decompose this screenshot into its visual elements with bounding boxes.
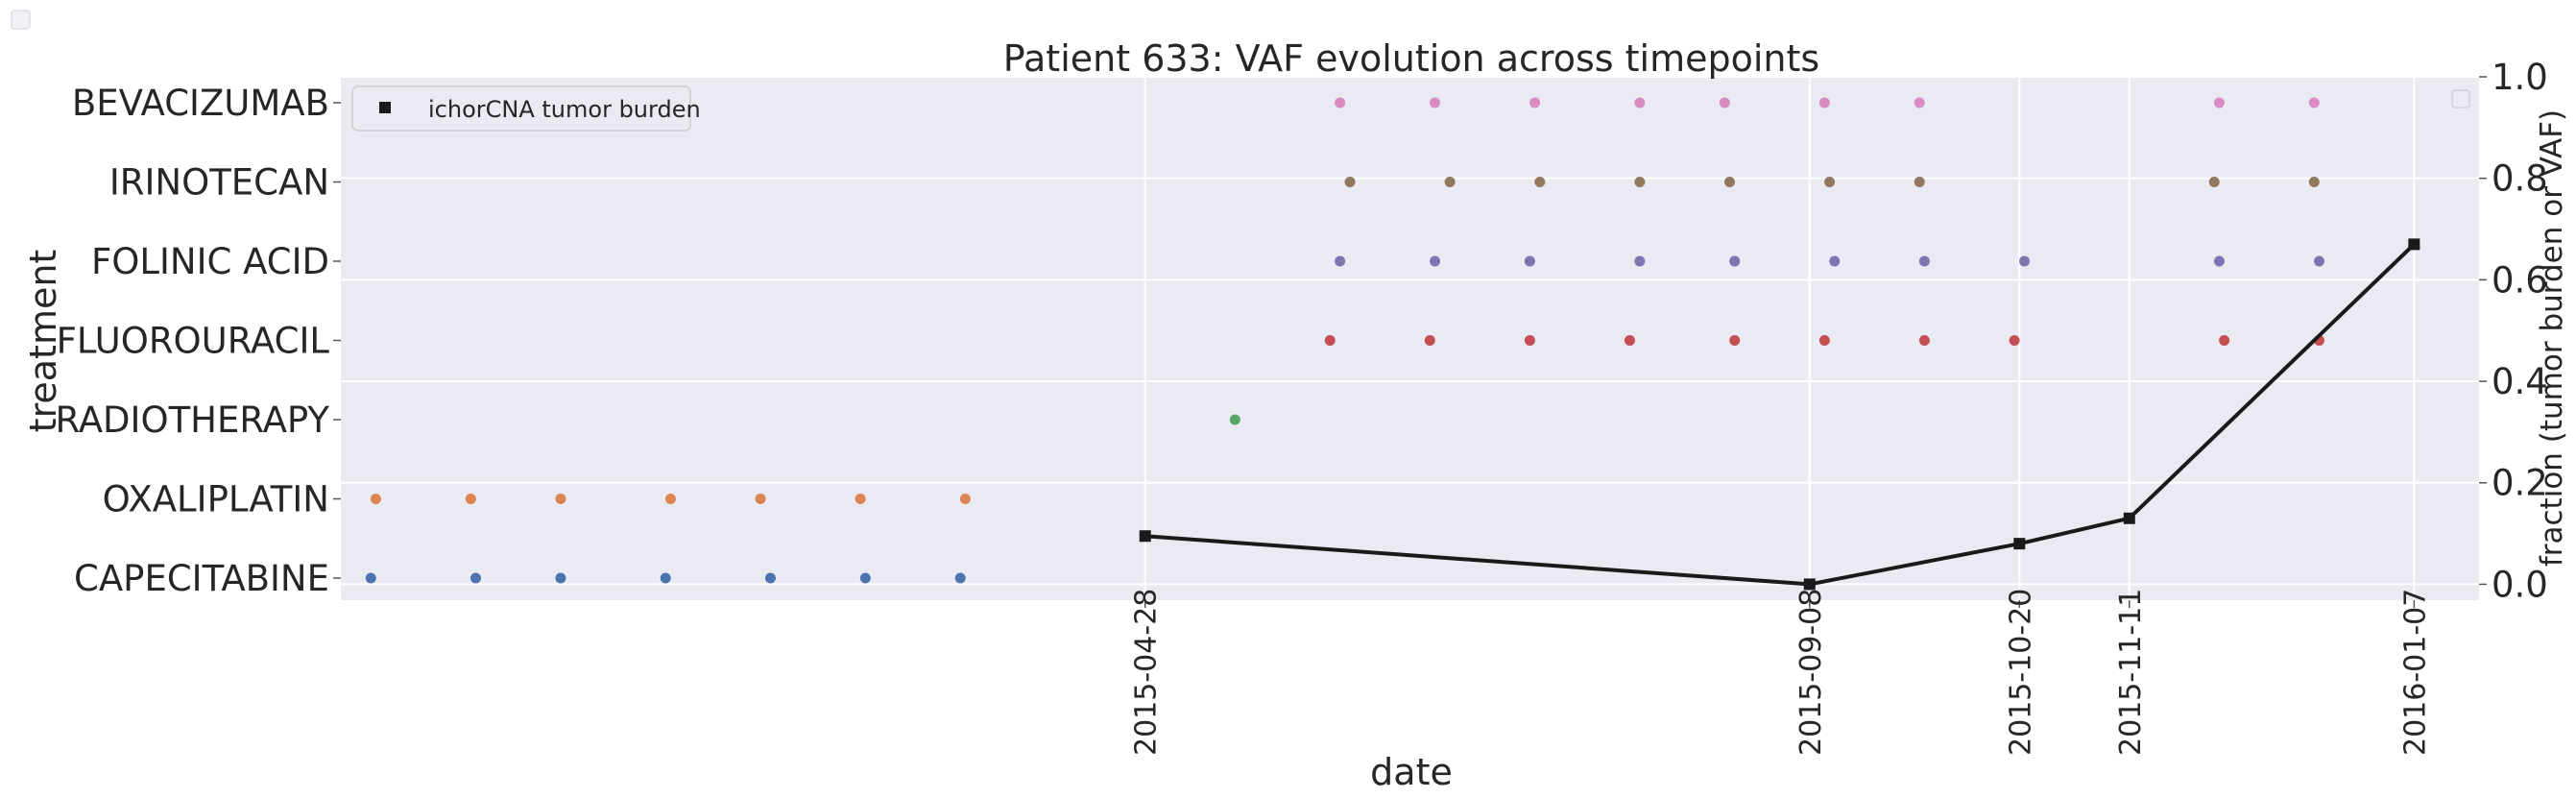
treatment-tick-label: FLUOROURACIL (57, 321, 330, 362)
fraction-tick-label: 0.6 (2492, 259, 2548, 301)
legend: ichorCNA tumor burden (351, 85, 701, 132)
treatment-point-folinic-acid (2019, 255, 2031, 267)
treatment-tick-label: FOLINIC ACID (91, 241, 329, 282)
treatment-point-oxaliplatin (755, 494, 766, 504)
fraction-tick-label: 0.8 (2492, 158, 2548, 200)
treatment-point-fluorouracil (1918, 335, 1930, 346)
date-tick-label: 2015-09-08 (1794, 589, 1828, 756)
treatment-point-bevacizumab (2213, 97, 2225, 109)
treatment-tick-label: RADIOTHERAPY (56, 399, 330, 441)
treatment-point-irinotecan (1344, 177, 1356, 187)
treatment-point-folinic-acid (1918, 255, 1930, 267)
treatment-point-irinotecan (1444, 177, 1456, 187)
treatment-point-irinotecan (2308, 177, 2320, 187)
treatment-point-irinotecan (1534, 177, 1546, 187)
treatment-point-capecitabine (660, 572, 671, 584)
treatment-point-oxaliplatin (664, 494, 676, 504)
secondary-legend-box (2451, 89, 2470, 109)
treatment-point-folinic-acid (2313, 255, 2324, 267)
tumor-burden-point (1139, 530, 1151, 543)
date-tick-label: 2015-10-20 (2004, 589, 2037, 756)
treatment-point-capecitabine (469, 572, 481, 584)
treatment-point-irinotecan (1634, 177, 1646, 187)
treatment-point-bevacizumab (1914, 97, 1925, 109)
treatment-point-oxaliplatin (370, 494, 381, 504)
fraction-tick-label: 0.0 (2492, 564, 2548, 605)
treatment-point-bevacizumab (1430, 97, 1441, 109)
treatment-point-folinic-acid (1729, 255, 1741, 267)
treatment-tick-label: CAPECITABINE (74, 558, 329, 599)
plot-area (341, 77, 2479, 600)
treatment-point-oxaliplatin (465, 494, 476, 504)
treatment-point-fluorouracil (1818, 335, 1830, 346)
fraction-tick-label: 0.4 (2492, 361, 2548, 402)
treatment-point-folinic-acid (1524, 255, 1535, 267)
treatment-point-folinic-acid (1634, 255, 1646, 267)
treatment-point-oxaliplatin (855, 494, 866, 504)
treatment-point-fluorouracil (1624, 335, 1635, 346)
treatment-point-capecitabine (764, 572, 776, 584)
y-right-axis-title: fraction (tumor burden or VAF) (2535, 109, 2569, 567)
date-tick-label: 2015-11-11 (2114, 589, 2148, 756)
treatment-point-irinotecan (1914, 177, 1925, 187)
tumor-burden-point (2013, 538, 2026, 550)
treatment-point-bevacizumab (1335, 97, 1346, 109)
chart-title: Patient 633: VAF evolution across timepo… (1003, 37, 1819, 80)
grid-lines (341, 76, 2479, 600)
tumor-burden-point (1803, 578, 1816, 591)
treatment-tick-label: IRINOTECAN (109, 162, 329, 204)
treatment-point-capecitabine (365, 572, 376, 584)
treatment-point-fluorouracil (1424, 335, 1435, 346)
treatment-point-irinotecan (1724, 177, 1736, 187)
corner-square-icon (11, 10, 31, 30)
tumor-burden-point (2408, 238, 2420, 251)
treatment-point-fluorouracil (1524, 335, 1535, 346)
legend-square-marker (379, 102, 391, 113)
date-tick-label: 2015-04-28 (1130, 589, 1164, 756)
treatment-point-fluorouracil (2009, 335, 2020, 346)
treatment-point-fluorouracil (2219, 335, 2230, 346)
treatment-point-folinic-acid (1829, 255, 1841, 267)
treatment-point-radiotherapy (1229, 414, 1240, 425)
tumor-burden-point (2123, 512, 2135, 524)
treatment-point-capecitabine (859, 572, 871, 584)
treatment-tick-label: BEVACIZUMAB (72, 83, 329, 124)
treatment-point-capecitabine (555, 572, 566, 584)
legend-label: ichorCNA tumor burden (428, 96, 701, 123)
treatment-point-fluorouracil (1729, 335, 1741, 346)
fraction-tick-label: 0.2 (2492, 463, 2548, 504)
treatment-points (365, 97, 2324, 584)
tumor-burden-series (1139, 238, 2420, 591)
treatment-point-capecitabine (954, 572, 966, 584)
fraction-axis: 0.0 0.2 0.4 0.6 0.8 1.0 (2479, 57, 2548, 605)
treatment-point-bevacizumab (2308, 97, 2320, 109)
treatment-point-oxaliplatin (959, 494, 971, 504)
treatment-point-irinotecan (1824, 177, 1836, 187)
y-axis-title: treatment (22, 250, 64, 433)
legend-frame (351, 85, 691, 132)
treatment-tick-label: OXALIPLATIN (103, 479, 329, 520)
treatment-point-bevacizumab (1634, 97, 1646, 109)
date-axis: 2015-04-28 2015-09-08 2015-10-20 2015-11-11… (1130, 589, 2433, 756)
treatment-point-irinotecan (2208, 177, 2220, 187)
treatment-point-folinic-acid (1430, 255, 1441, 267)
treatment-axis: CAPECITABINE OXALIPLATIN RADIOTHERAPY FLUOR… (56, 83, 341, 599)
treatment-point-folinic-acid (1335, 255, 1346, 267)
treatment-point-bevacizumab (1719, 97, 1730, 109)
treatment-point-fluorouracil (1324, 335, 1336, 346)
treatment-point-bevacizumab (1529, 97, 1541, 109)
x-axis-title: date (1370, 751, 1453, 793)
treatment-point-bevacizumab (1818, 97, 1830, 109)
treatment-point-folinic-acid (2213, 255, 2225, 267)
treatment-point-oxaliplatin (555, 494, 566, 504)
date-tick-label: 2016-01-07 (2398, 589, 2432, 756)
fraction-tick-label: 1.0 (2492, 57, 2548, 98)
